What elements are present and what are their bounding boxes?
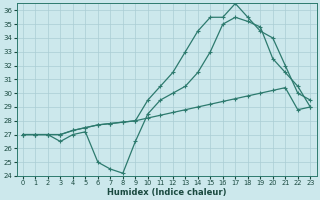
X-axis label: Humidex (Indice chaleur): Humidex (Indice chaleur) <box>107 188 226 197</box>
